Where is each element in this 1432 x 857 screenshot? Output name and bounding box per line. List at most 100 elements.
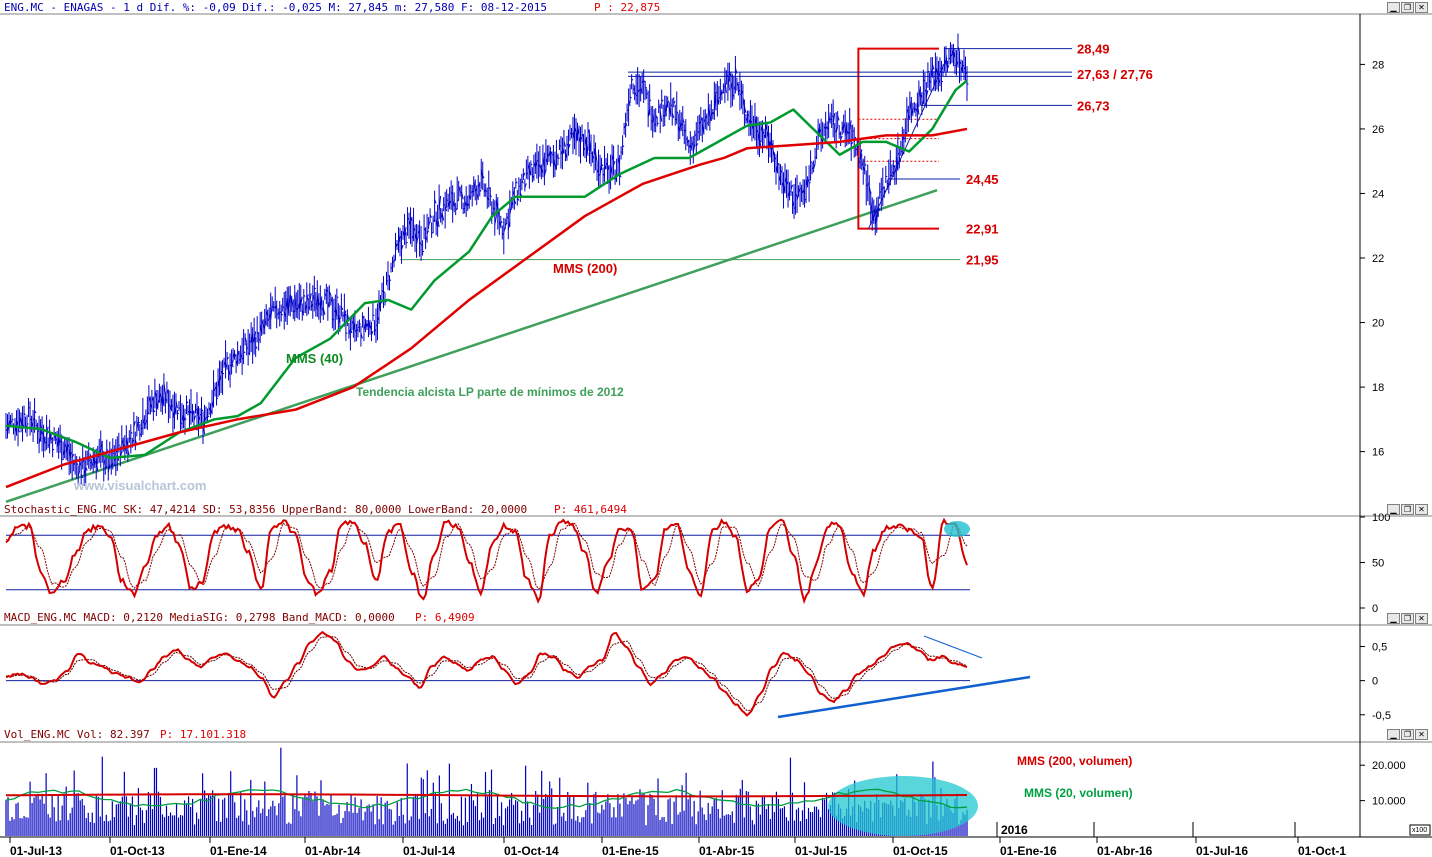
price-bar-tick bbox=[671, 113, 675, 119]
price-bar-tick bbox=[186, 400, 189, 404]
price-bar-tick bbox=[434, 199, 437, 204]
price-bar-tick bbox=[441, 213, 445, 221]
vol-header: Vol_ENG.MC Vol: 82.397 bbox=[4, 728, 150, 741]
price-bar-tick bbox=[80, 474, 84, 479]
price-bar-tick bbox=[849, 120, 852, 130]
price-bar-tick bbox=[438, 195, 442, 211]
price-bar-tick bbox=[625, 122, 628, 127]
price-bar-tick bbox=[314, 287, 317, 290]
price-bar-tick bbox=[587, 129, 590, 133]
xtick-label: 01-Jul-16 bbox=[1196, 844, 1248, 857]
price-bar-tick bbox=[957, 46, 960, 52]
macd-header: MACD_ENG.MC MACD: 0,2120 MediaSIG: 0,279… bbox=[4, 611, 395, 624]
price-bar-tick bbox=[644, 86, 647, 89]
price-bar-tick bbox=[557, 157, 560, 160]
price-bar-tick bbox=[309, 293, 312, 302]
price-bar-tick bbox=[401, 244, 404, 250]
price-restore-button[interactable]: ❐ bbox=[1401, 2, 1414, 13]
price-bar-tick bbox=[437, 217, 440, 228]
stoch-header-p: P: 461,6494 bbox=[554, 503, 627, 516]
price-bar-tick bbox=[859, 149, 863, 160]
xtick-label: 01-Abr-15 bbox=[699, 844, 755, 857]
stoch-close-button[interactable]: ✕ bbox=[1415, 504, 1428, 515]
vol-mms200-line bbox=[5, 793, 968, 798]
mms40-label: MMS (40) bbox=[286, 351, 343, 366]
price-bar-tick bbox=[673, 101, 676, 104]
xtick-label: 01-Jul-14 bbox=[403, 844, 455, 857]
price-bar-tick bbox=[370, 331, 374, 336]
mms40-line bbox=[5, 79, 968, 460]
price-bar-tick bbox=[280, 313, 283, 316]
price-ytick-label: 26 bbox=[1372, 124, 1384, 136]
macd-restore-button[interactable]: ❐ bbox=[1401, 613, 1414, 624]
price-bar-tick bbox=[95, 458, 99, 472]
price-bar-tick bbox=[429, 214, 433, 218]
macd-signal-line bbox=[5, 636, 968, 712]
level-label: 21,95 bbox=[966, 253, 999, 268]
price-panel: 28,49 27,63 / 27,76 26,73 24,45 22,91 21,95 bbox=[5, 33, 1153, 503]
price-bar-tick bbox=[805, 178, 809, 188]
price-bar-tick bbox=[461, 192, 464, 200]
mms200-label: MMS (200) bbox=[553, 261, 617, 276]
panel-header-bar bbox=[0, 728, 1432, 742]
price-header: ENG.MC - ENAGAS - 1 d Dif. %: -0,09 Dif.… bbox=[4, 1, 547, 14]
price-bar-tick bbox=[207, 415, 210, 418]
panel-header-bar bbox=[0, 503, 1432, 516]
vol20-label: MMS (20, volumen) bbox=[1024, 786, 1133, 800]
price-bar-tick bbox=[193, 415, 196, 421]
price-bar-tick bbox=[76, 462, 79, 466]
price-bar-tick bbox=[336, 296, 339, 299]
price-bar-tick bbox=[790, 184, 794, 190]
price-bar-tick bbox=[166, 389, 169, 394]
price-bar-tick bbox=[303, 295, 306, 297]
price-bar-tick bbox=[716, 98, 720, 105]
price-bar-tick bbox=[521, 179, 524, 184]
price-close-button[interactable]: ✕ bbox=[1415, 2, 1428, 13]
price-bar-tick bbox=[813, 163, 816, 169]
price-bar-tick bbox=[522, 172, 526, 178]
price-bar-tick bbox=[127, 450, 130, 456]
level-label: 24,45 bbox=[966, 172, 999, 187]
price-bar-tick bbox=[154, 390, 157, 399]
trendline bbox=[5, 189, 938, 503]
price-bar-tick bbox=[734, 67, 738, 74]
price-bar-tick bbox=[34, 410, 37, 414]
vol-close-button[interactable]: ✕ bbox=[1415, 729, 1428, 740]
price-bar-tick bbox=[426, 230, 430, 235]
vol-ytick-label: 10.000 bbox=[1372, 796, 1406, 808]
stoch-restore-button[interactable]: ❐ bbox=[1401, 504, 1414, 515]
vol-restore-button[interactable]: ❐ bbox=[1401, 729, 1414, 740]
price-bar-tick bbox=[628, 100, 631, 107]
price-bar-tick bbox=[201, 409, 204, 412]
stoch-minimize-button[interactable]: ▁ bbox=[1387, 504, 1400, 515]
price-bar-tick bbox=[106, 449, 109, 452]
price-ytick-label: 28 bbox=[1372, 59, 1384, 71]
price-bar-tick bbox=[567, 143, 571, 150]
price-bar-tick bbox=[489, 195, 493, 198]
price-bar-tick bbox=[877, 206, 881, 212]
price-bar-tick bbox=[563, 140, 566, 147]
price-bar-tick bbox=[835, 126, 839, 133]
price-bar-tick bbox=[925, 90, 929, 97]
price-bar-tick bbox=[629, 96, 632, 99]
panel-header-bar bbox=[0, 612, 1432, 625]
xtick-label: 01-Abr-14 bbox=[305, 844, 361, 857]
price-bar-tick bbox=[23, 413, 26, 416]
price-minimize-button[interactable]: ▁ bbox=[1387, 2, 1400, 13]
price-bar-tick bbox=[930, 67, 933, 78]
vol-mms20-line bbox=[5, 788, 968, 809]
macd-ytick-label: 0,5 bbox=[1372, 641, 1387, 653]
price-bar-tick bbox=[622, 145, 625, 148]
xtick-label: 01-Ene-15 bbox=[602, 844, 659, 857]
price-bar-tick bbox=[383, 291, 386, 293]
level-label: 28,49 bbox=[1077, 42, 1110, 57]
macd-minimize-button[interactable]: ▁ bbox=[1387, 613, 1400, 624]
price-bar-tick bbox=[613, 160, 616, 166]
panel-header-bar bbox=[0, 0, 1432, 14]
price-bar-tick bbox=[659, 111, 663, 122]
macd-close-button[interactable]: ✕ bbox=[1415, 613, 1428, 624]
volume-highlight bbox=[828, 776, 978, 836]
vol-minimize-button[interactable]: ▁ bbox=[1387, 729, 1400, 740]
price-bar-tick bbox=[453, 202, 457, 207]
